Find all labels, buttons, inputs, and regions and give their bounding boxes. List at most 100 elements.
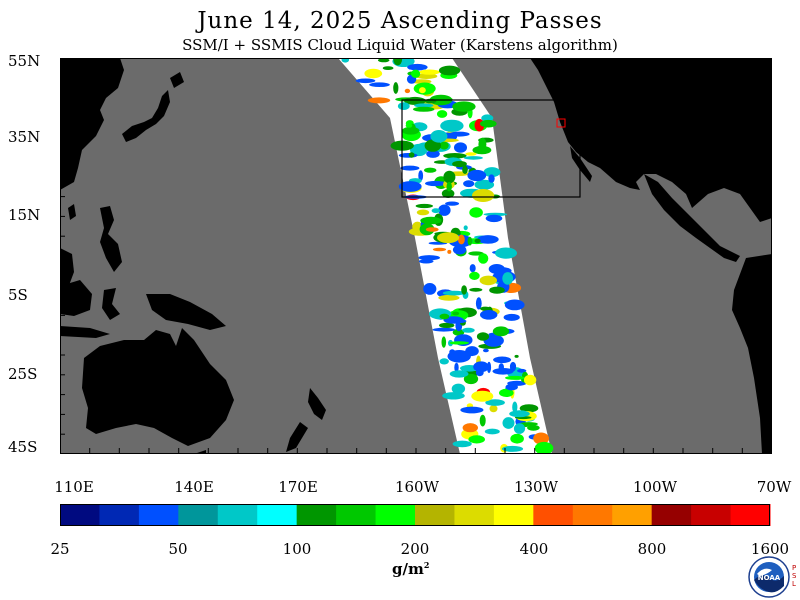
cloud-patch (534, 441, 554, 454)
cloud-patch (479, 414, 486, 427)
cloud-patch (441, 189, 455, 198)
cloud-patch (502, 272, 514, 285)
colorbar-swatch (178, 504, 219, 526)
colorbar-label-1600: 1600 (750, 540, 790, 558)
colorbar (60, 504, 771, 526)
cloud-patch (463, 373, 479, 385)
lon-label-130w: 130W (513, 478, 559, 496)
cloud-patch (465, 346, 479, 357)
cloud-patch (443, 316, 464, 324)
cloud-patch (447, 249, 452, 254)
cloud-patch (513, 423, 526, 434)
cloud-patch (415, 73, 438, 79)
cloud-patch (438, 204, 451, 216)
colorbar-swatch (99, 504, 140, 526)
land-australia (82, 328, 234, 446)
lon-label-160w: 160W (394, 478, 440, 496)
cloud-patch (419, 87, 426, 94)
cloud-patch (469, 287, 483, 292)
cloud-patch (441, 336, 447, 348)
land-cuba (700, 178, 744, 188)
svg-text:NOAA: NOAA (758, 574, 781, 582)
cloud-patch (418, 170, 424, 182)
cloud-patch (478, 137, 487, 151)
cloud-patch (495, 247, 517, 259)
lon-label-110e: 110E (54, 478, 94, 496)
units-label: g/m2 (392, 560, 430, 578)
noaa-logo-icon: NOAA (748, 556, 790, 598)
cloud-patch (405, 123, 413, 128)
land-hokkaido (170, 72, 184, 88)
map-frame (60, 58, 772, 454)
cloud-patch (485, 399, 505, 406)
colorbar-swatch (415, 504, 455, 526)
lon-label-70w: 70W (756, 478, 792, 496)
colorbar-label-50: 50 (168, 540, 188, 558)
cloud-patch (420, 216, 442, 225)
cloud-patch (460, 406, 484, 414)
cloud-patch (474, 179, 495, 190)
cloud-patch (463, 180, 475, 188)
cloud-patch (492, 368, 514, 375)
cloud-patch (393, 82, 399, 94)
cloud-patch (423, 283, 437, 295)
cloud-patch (424, 167, 437, 173)
cloud-patch (418, 255, 441, 261)
land-taiwan (68, 204, 76, 220)
cloud-patch (480, 310, 498, 320)
cloud-patch (519, 422, 538, 426)
cloud-patch (414, 103, 434, 108)
cloud-patch (454, 142, 467, 153)
cloud-patch (438, 294, 460, 301)
cloud-patch (489, 286, 505, 294)
cloud-patch (517, 368, 527, 373)
cloud-patch (452, 245, 467, 255)
land-asia (60, 58, 124, 190)
lat-label-45s: 45S (8, 438, 38, 456)
cloud-patch (411, 69, 421, 78)
cloud-patch (480, 119, 497, 128)
cloud-patch (407, 63, 428, 71)
cloud-patch (439, 322, 455, 328)
cloud-patch (469, 207, 483, 218)
cloud-patch (458, 234, 465, 245)
cloud-patch (393, 58, 403, 66)
cloud-patch (523, 374, 537, 386)
cloud-patch (463, 225, 468, 231)
lon-label-170e: 170E (278, 478, 318, 496)
cloud-patch (426, 149, 440, 158)
cloud-patch (446, 181, 452, 192)
land-indonesia-south (60, 326, 110, 338)
cloud-patch (454, 362, 459, 373)
cloud-patch (440, 119, 464, 132)
land-hispaniola (748, 190, 764, 196)
cloud-patch (478, 253, 489, 264)
cloud-patch (509, 361, 517, 372)
chart-subtitle: SSM/I + SSMIS Cloud Liquid Water (Karste… (182, 36, 618, 54)
cloud-patch (505, 383, 518, 391)
cloud-patch (416, 209, 430, 216)
cloud-patch (502, 417, 515, 429)
cloud-patch (369, 82, 390, 87)
land-japan (122, 90, 170, 142)
cloud-patch (436, 110, 448, 118)
cloud-patch (452, 311, 460, 316)
cloud-patch (439, 358, 449, 365)
cloud-patch (510, 433, 524, 444)
cloud-patch (473, 361, 489, 373)
cloud-patch (489, 405, 498, 413)
colorbar-swatch (572, 504, 613, 526)
colorbar-label-25: 25 (50, 540, 70, 558)
cloud-patch (474, 238, 481, 244)
cloud-patch (432, 247, 447, 252)
satellite-swath (338, 58, 554, 454)
cloud-patch (488, 174, 495, 183)
land-baja-california (570, 146, 592, 182)
colorbar-swatch (454, 504, 495, 526)
cloud-patch (483, 212, 508, 217)
cloud-patch (425, 227, 439, 232)
land-new-guinea (146, 294, 226, 330)
land-new-zealand-south (286, 422, 308, 452)
cloud-patch (472, 189, 495, 202)
